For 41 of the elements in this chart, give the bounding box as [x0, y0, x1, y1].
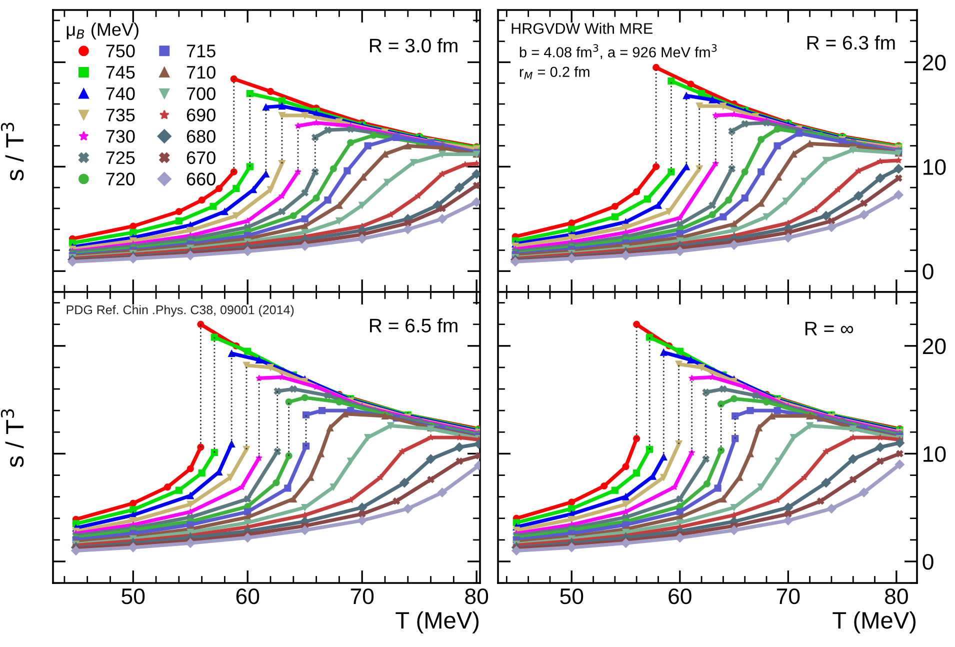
annotation: R = 6.5 fm	[370, 318, 458, 332]
x-tick-label: 60	[236, 588, 260, 604]
x-tick-label: 70	[350, 588, 374, 604]
annotation: HRGVDW With MRE	[512, 22, 652, 34]
legend-label: 670	[186, 151, 216, 164]
legend-label: 720	[106, 172, 135, 186]
y-axis-title: s / T$^{3}$	[0, 122, 24, 181]
x-axis-title: T (MeV)	[832, 611, 916, 634]
y-tick-label: 0	[922, 264, 934, 280]
y-tick-label: 20	[922, 338, 946, 354]
x-tick-label: 80	[465, 588, 488, 604]
y-tick-label: 0	[922, 554, 934, 570]
annotation: PDG Ref. Chin .Phys. C38, 09001 (2014)	[66, 305, 294, 317]
legend-label: 735	[106, 108, 135, 122]
y-axis-title: s / T$^{3}$	[0, 409, 24, 468]
legend-label: 725	[106, 151, 135, 164]
legend-label: 710	[186, 66, 216, 79]
annotation: R = ∞	[805, 322, 854, 336]
legend-title: μ$_{B}$ (MeV)	[66, 22, 138, 40]
annotation: R = 3.0 fm	[370, 38, 458, 52]
x-tick-label: 50	[560, 588, 584, 604]
x-tick-label: 70	[776, 588, 800, 604]
legend-label: 690	[186, 108, 216, 122]
legend-label: 745	[106, 66, 135, 79]
legend-label: 730	[106, 130, 135, 143]
legend-label: 750	[106, 44, 135, 58]
y-tick-label: 20	[922, 54, 946, 70]
annotation: r$_{M}$ = 0.2 fm	[520, 66, 590, 80]
x-tick-label: 80	[885, 588, 908, 604]
legend-label: 715	[186, 44, 216, 58]
legend-label: 700	[186, 87, 216, 100]
annotation: R = 6.3 fm	[807, 35, 895, 50]
y-tick-label: 10	[924, 446, 946, 462]
legend-label: 740	[106, 87, 135, 100]
annotation: b = 4.08 fm$^{3}$, a = 926 MeV fm$^{3}$	[520, 44, 717, 60]
legend-label: 660	[186, 172, 216, 186]
y-tick-label: 10	[924, 159, 946, 175]
x-tick-label: 50	[122, 588, 145, 604]
x-axis-title: T (MeV)	[396, 611, 479, 634]
x-tick-label: 60	[668, 588, 692, 604]
legend-label: 680	[186, 130, 216, 143]
